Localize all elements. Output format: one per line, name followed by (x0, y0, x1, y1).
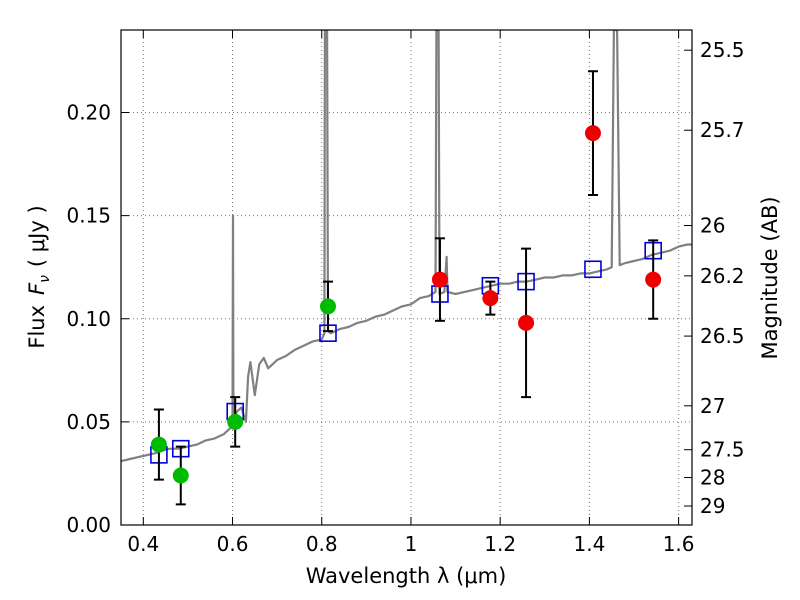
red-data-point (584, 125, 601, 142)
green-data-point (172, 467, 189, 484)
green-data-point (150, 436, 167, 453)
green-data-point (319, 298, 336, 315)
x-tick-label: 0.6 (217, 532, 249, 556)
y2-tick-label: 25.7 (700, 118, 745, 142)
model-box-marker (584, 260, 602, 279)
y-axis-label-subscript: ν (37, 275, 53, 283)
x-tick-label: 1.6 (663, 532, 695, 556)
y-axis-label-units: ( μJy ) (25, 205, 49, 267)
red-data-point (482, 290, 499, 307)
y2-tick-label: 27 (700, 394, 725, 418)
y2-tick-label: 28 (700, 466, 725, 490)
data-points-layer (150, 125, 662, 484)
y-tick-label: 0.20 (66, 101, 111, 125)
y2-tick-label: 26.5 (700, 324, 745, 348)
model-spectrum-layer (121, 30, 692, 463)
plot-frame (120, 29, 693, 526)
y-tick-label: 0.10 (66, 307, 111, 331)
y-tick-label: 0.15 (66, 204, 111, 228)
red-data-point (518, 314, 535, 331)
model-spectrum-line (121, 30, 692, 463)
x-tick-label: 0.4 (127, 532, 159, 556)
y2-tick-label: 25.5 (700, 38, 745, 62)
y2-tick-label: 26 (700, 214, 725, 238)
y-tick-label: 0.05 (66, 410, 111, 434)
x-tick-label: 1.2 (484, 532, 516, 556)
y-axis-label-symbol: F (25, 282, 49, 295)
y2-tick-label: 26.2 (700, 264, 745, 288)
grid-lines (121, 30, 692, 526)
y2-tick-label: 27.5 (700, 438, 745, 462)
y-axis-label-prefix: Flux (25, 305, 49, 349)
y2-axis-label: Magnitude (AB) (758, 196, 782, 359)
tick-labels: 0.4 0.6 0.8 1 1.2 1.4 1.6 0.00 0.05 0.10 0.15 0.20 2… (66, 38, 744, 556)
y-tick-label: 0.00 (66, 513, 111, 537)
y2-tick-label: 29 (700, 494, 725, 518)
red-data-point (645, 271, 662, 288)
x-tick-label: 1.4 (573, 532, 605, 556)
y-axis-label: Flux Fν ( μJy ) (25, 205, 53, 348)
green-data-point (227, 413, 244, 430)
x-tick-label: 0.8 (306, 532, 338, 556)
x-tick-label: 1 (405, 532, 418, 556)
x-axis-label: Wavelength λ (μm) (306, 564, 507, 588)
red-data-point (431, 271, 448, 288)
tick-marks (121, 30, 692, 526)
